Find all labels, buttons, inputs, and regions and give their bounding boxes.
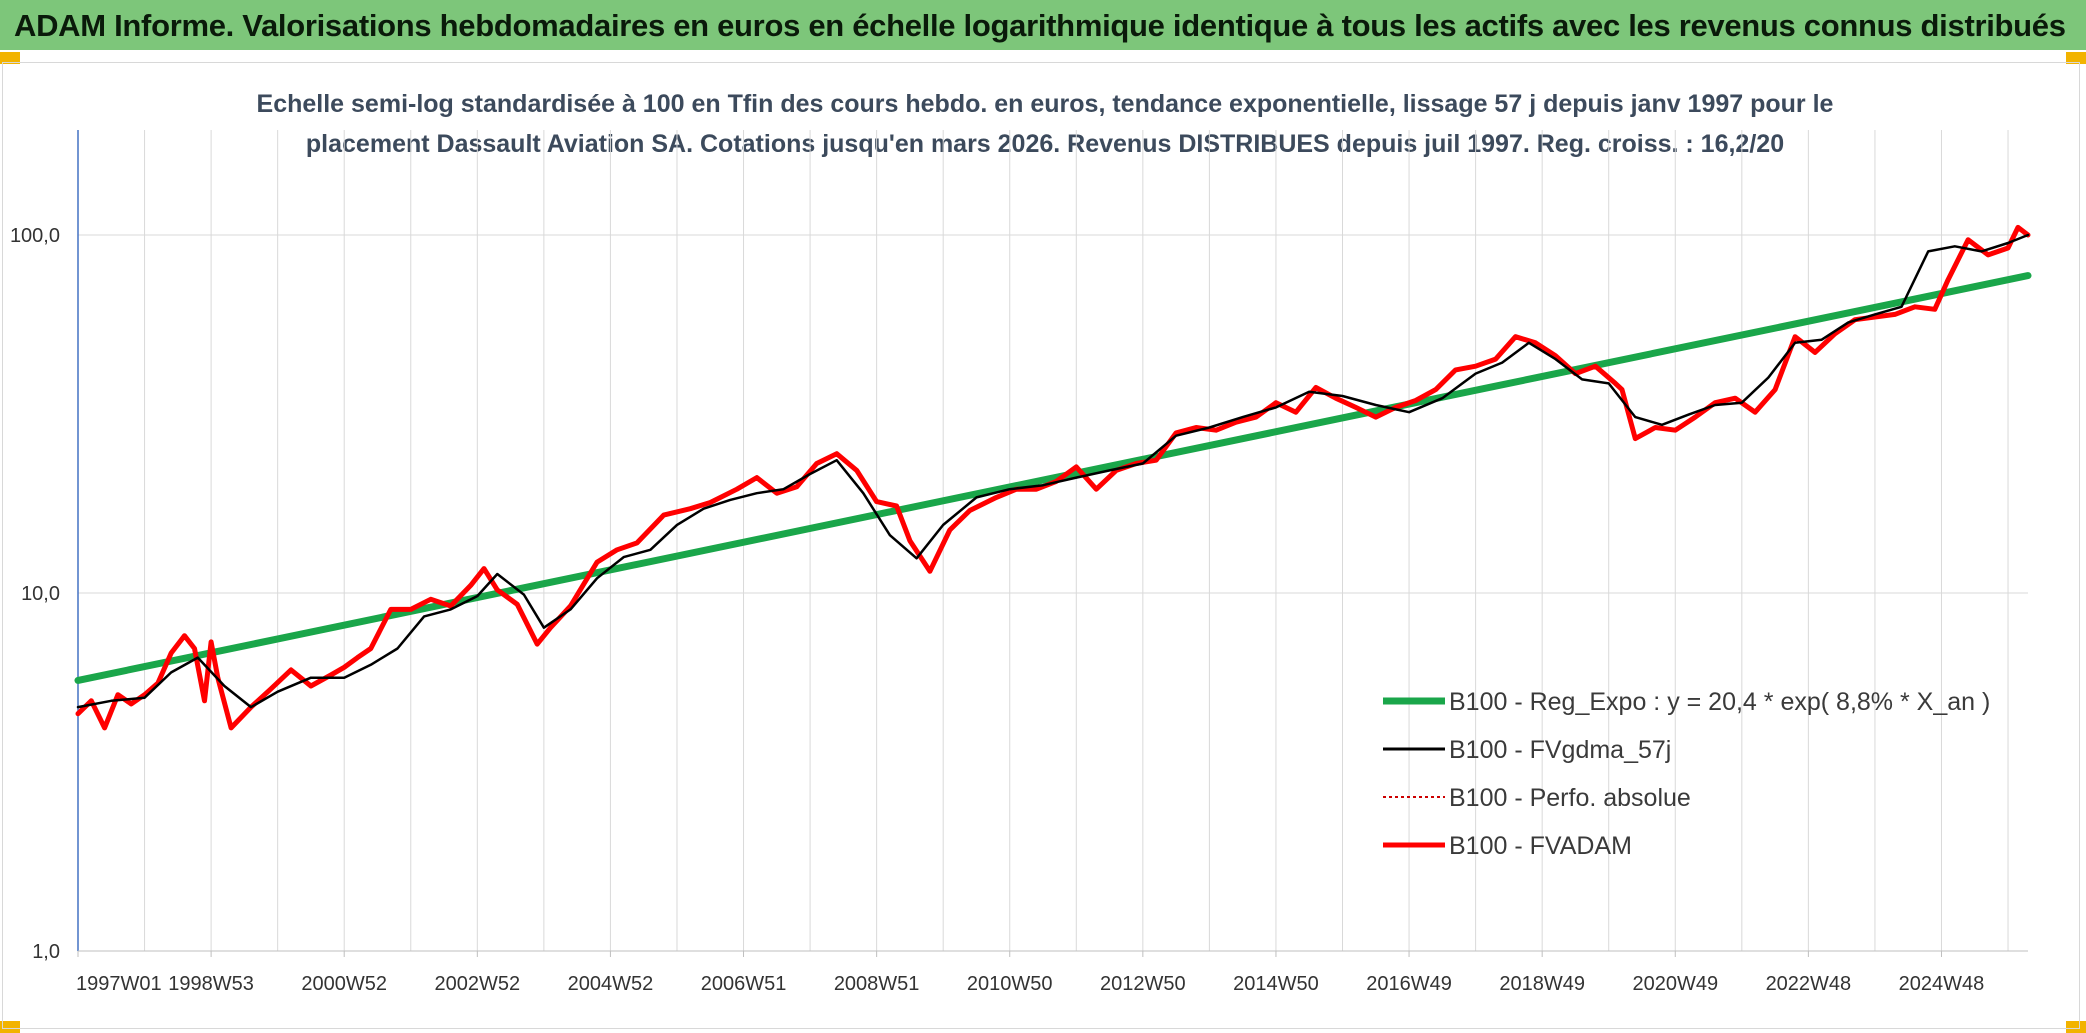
x-tick-label: 2004W52 xyxy=(568,973,654,995)
x-tick-label: 1997W01 xyxy=(76,973,162,995)
y-tick-label: 10,0 xyxy=(21,583,60,605)
gridlines xyxy=(78,130,2028,951)
corner-marker-top-left xyxy=(0,52,20,64)
legend-label: B100 - Reg_Expo : y = 20,4 * exp( 8,8% *… xyxy=(1449,688,1990,716)
legend-label: B100 - Perfo. absolue xyxy=(1449,784,1691,812)
x-tick-label: 2022W48 xyxy=(1766,973,1852,995)
axes: 100,0 10,0 1,0 1997W01 1998W53 2000W52 2002W52… xyxy=(10,130,2028,995)
x-tick-label: 2008W51 xyxy=(834,973,920,995)
header-banner: ADAM Informe. Valorisations hebdomadaire… xyxy=(0,0,2086,54)
report-title: ADAM Informe. Valorisations hebdomadaire… xyxy=(14,8,2066,43)
chart-title: Echelle semi-log standardisée à 100 en T… xyxy=(256,90,1834,158)
corner-marker-bottom-left xyxy=(0,1021,20,1033)
series-line-thin-black xyxy=(76,233,2030,709)
x-tick-label: 2006W51 xyxy=(701,973,787,995)
x-tick-label: 2014W50 xyxy=(1233,973,1319,995)
x-tick-label: 2018W49 xyxy=(1499,973,1585,995)
series-line-thick-green xyxy=(74,272,2032,684)
x-tick-label: 2024W48 xyxy=(1899,973,1985,995)
y-tick-label: 1,0 xyxy=(32,941,60,963)
legend-label: B100 - FVADAM xyxy=(1449,832,1632,860)
x-tick-label: 2020W49 xyxy=(1632,973,1718,995)
x-tick-label: 2000W52 xyxy=(301,973,387,995)
x-tick-label: 1998W53 xyxy=(168,973,254,995)
x-tick-label: 2002W52 xyxy=(435,973,521,995)
legend-label: B100 - FVgdma_57j xyxy=(1449,736,1671,764)
corner-marker-bottom-right xyxy=(2066,1021,2086,1033)
series-layer xyxy=(74,224,2032,731)
x-tick-label: 2016W49 xyxy=(1366,973,1452,995)
chart-frame xyxy=(2,62,2080,1029)
x-tick-label: 2010W50 xyxy=(967,973,1053,995)
legend: B100 - Reg_Expo : y = 20,4 * exp( 8,8% *… xyxy=(1383,688,1990,860)
x-tick-label: 2012W50 xyxy=(1100,973,1186,995)
corner-marker-top-right xyxy=(2066,52,2086,64)
y-tick-label: 100,0 xyxy=(10,225,60,247)
